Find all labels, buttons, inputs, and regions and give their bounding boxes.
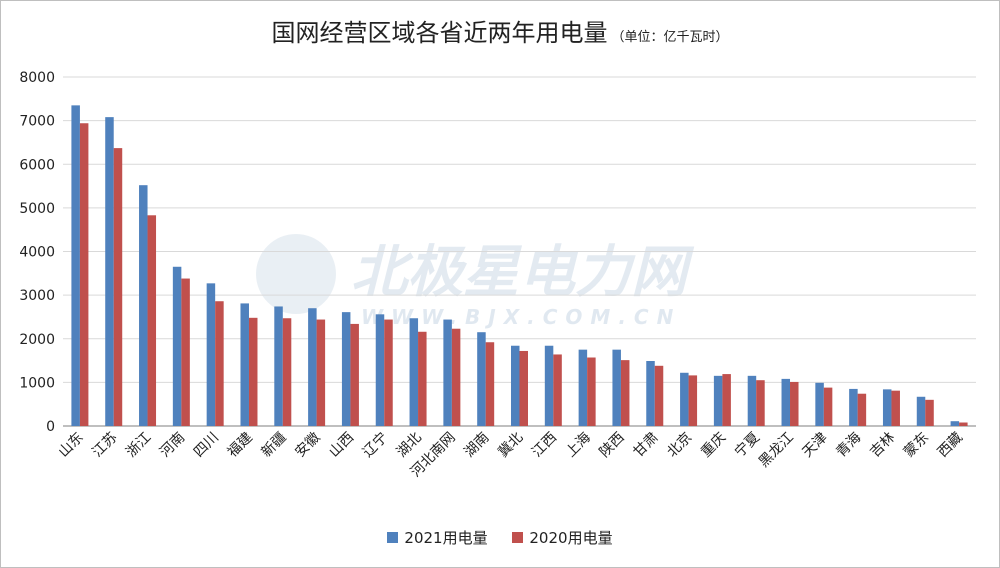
y-tick-label: 2000 [19, 332, 55, 348]
legend-label-2020: 2020用电量 [529, 529, 613, 547]
bar-2021 [747, 375, 757, 426]
x-tick-label: 蒙东 [901, 430, 932, 461]
x-tick-label: 山东 [56, 430, 87, 461]
x-tick-label: 青海 [833, 430, 864, 461]
bar-2020 [79, 123, 89, 427]
bar-2021 [781, 378, 791, 426]
x-tick-label: 天津 [800, 430, 831, 461]
bar-2020 [891, 390, 900, 426]
bar-2020 [925, 399, 934, 426]
bar-2021 [139, 185, 148, 426]
bar-2020 [587, 357, 596, 426]
x-tick-label: 湖南 [461, 430, 492, 461]
bar-2020 [722, 374, 731, 426]
bar-2021 [308, 308, 317, 426]
x-tick-label: 山西 [326, 430, 357, 461]
bar-2021 [713, 375, 723, 426]
bar-2020 [215, 301, 224, 426]
chart-unit-text: （单位：亿千瓦时） [611, 30, 729, 45]
y-tick-label: 5000 [19, 201, 55, 217]
chart-title: 国网经营区域各省近两年用电量 （单位：亿千瓦时） [1, 13, 999, 48]
bar-2021 [511, 345, 520, 426]
x-tick-label: 江苏 [89, 430, 120, 461]
y-tick-label: 0 [46, 419, 55, 435]
bar-2020 [147, 215, 157, 426]
bar-2020 [282, 318, 292, 426]
y-tick-label: 7000 [19, 114, 55, 130]
legend-swatch-2020 [512, 532, 524, 543]
legend: 2021用电量 2020用电量 [1, 527, 999, 548]
bar-2021 [544, 345, 554, 426]
bar-2020 [959, 422, 968, 426]
bar-2021 [375, 314, 385, 426]
bar-2020 [756, 380, 765, 426]
x-tick-label: 陕西 [597, 430, 628, 461]
bar-2021 [578, 349, 588, 426]
x-tick-label: 河南 [157, 430, 188, 461]
bar-2020 [485, 342, 495, 426]
legend-item-2020: 2020用电量 [512, 527, 613, 548]
bar-2021 [916, 396, 926, 426]
bar-2020 [654, 365, 664, 426]
x-tick-label: 福建 [225, 430, 256, 461]
x-tick-label: 甘肃 [630, 430, 661, 461]
y-tick-label: 3000 [19, 288, 55, 304]
bar-2020 [688, 375, 698, 426]
bar-2021 [612, 349, 621, 426]
x-tick-label: 北京 [664, 430, 695, 461]
bar-2020 [316, 319, 326, 426]
bar-2021 [172, 266, 182, 426]
x-tick-label: 辽宁 [359, 429, 391, 461]
chart-title-text: 国网经营区域各省近两年用电量 [271, 19, 608, 47]
bar-2021 [274, 306, 283, 426]
bar-2020 [113, 148, 123, 426]
bar-2020 [418, 331, 427, 426]
bar-2020 [451, 328, 461, 426]
x-tick-label: 四川 [191, 430, 222, 461]
bar-2021 [105, 117, 114, 426]
y-tick-label: 1000 [19, 375, 55, 391]
bar-2020 [519, 350, 528, 426]
bar-2020 [823, 387, 833, 426]
y-tick-label: 8000 [19, 70, 55, 86]
x-tick-label: 江西 [529, 430, 560, 461]
bar-2020 [620, 360, 630, 426]
x-tick-label: 吉林 [867, 430, 898, 461]
bar-2021 [849, 388, 858, 426]
bar-2021 [882, 389, 892, 426]
y-tick-label: 6000 [19, 157, 55, 173]
bar-2020 [181, 278, 190, 426]
bar-2021 [240, 303, 249, 426]
x-tick-label: 新疆 [259, 430, 290, 461]
bar-2021 [680, 372, 689, 426]
bar-2021 [341, 312, 351, 426]
bar-2021 [206, 283, 216, 426]
x-tick-label: 重庆 [698, 430, 729, 461]
bar-2020 [350, 323, 359, 426]
bar-2021 [443, 319, 452, 426]
bar-2021 [646, 360, 655, 426]
bar-2021 [71, 105, 80, 426]
bar-2021 [477, 332, 486, 426]
y-tick-label: 4000 [19, 245, 55, 261]
x-tick-label: 浙江 [123, 430, 154, 461]
x-tick-label: 西藏 [935, 430, 966, 461]
legend-swatch-2021 [387, 532, 399, 543]
bar-2021 [815, 382, 824, 426]
bar-2021 [409, 318, 419, 426]
legend-label-2021: 2021用电量 [404, 529, 488, 547]
bar-2021 [950, 421, 960, 426]
bar-2020 [248, 317, 258, 426]
x-tick-label: 黑龙江 [756, 430, 797, 471]
bar-2020 [857, 393, 867, 426]
bar-2020 [553, 354, 562, 426]
bar-2020 [790, 381, 799, 426]
x-tick-label: 安徽 [292, 430, 323, 461]
bar-2020 [384, 319, 393, 426]
legend-item-2021: 2021用电量 [387, 527, 488, 548]
x-tick-label: 上海 [563, 430, 594, 461]
x-tick-label: 冀北 [495, 430, 526, 461]
